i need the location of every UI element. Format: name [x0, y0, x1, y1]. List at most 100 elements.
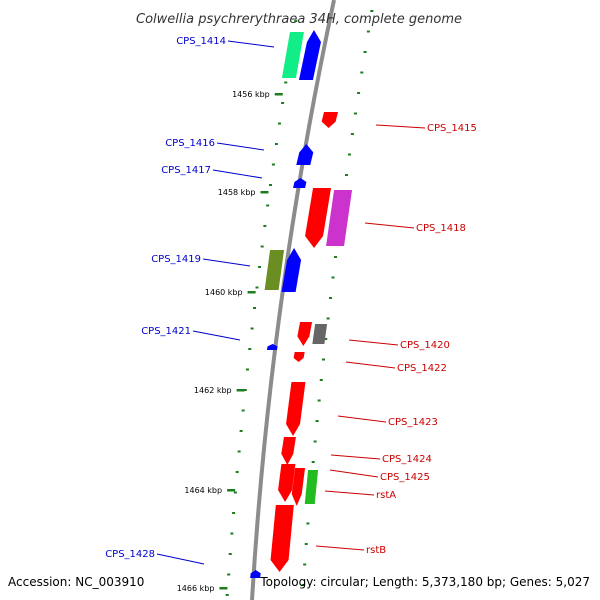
gene-arrow[interactable]: [281, 248, 302, 292]
minor-tick-dot: [228, 553, 232, 555]
gene-label[interactable]: CPS_1421: [141, 326, 191, 337]
minor-tick-dot: [317, 399, 321, 402]
minor-tick-dot: [225, 594, 229, 596]
gene-arrow[interactable]: [321, 112, 339, 128]
gene-feature-block[interactable]: [304, 470, 319, 504]
gene-label[interactable]: CPS_1423: [388, 417, 438, 428]
kbp-tick-mark: [274, 93, 283, 96]
minor-tick-dot: [366, 30, 370, 33]
gene-arrow[interactable]: [293, 178, 307, 188]
gene-leader-line: [375, 124, 426, 129]
gene-arrow[interactable]: [305, 188, 332, 248]
gene-arrow[interactable]: [266, 344, 278, 350]
minor-tick-dot: [311, 461, 315, 463]
gene-arrow[interactable]: [278, 464, 296, 502]
gene-feature-block[interactable]: [326, 190, 353, 246]
gene-leader-line: [216, 142, 265, 151]
gene-arrow[interactable]: [270, 505, 294, 572]
gene-leader-line: [337, 415, 387, 423]
kbp-ticks: 1456 kbp 1458 kbp 1460 kbp 1462 kbp 1464 kbp…: [177, 90, 283, 593]
gene-arrow[interactable]: [286, 382, 306, 436]
gene-label[interactable]: CPS_1424: [382, 454, 432, 465]
kbp-tick-mark: [236, 389, 245, 392]
kbp-tick-label: 1456 kbp: [232, 90, 270, 99]
gene-feature-block[interactable]: [281, 32, 304, 78]
gene-arrow[interactable]: [293, 352, 305, 362]
kbp-tick-label: 1464 kbp: [184, 486, 222, 495]
gene-leader-line: [212, 169, 263, 179]
gene-feature-block[interactable]: [264, 250, 285, 290]
minor-tick-dot: [303, 563, 307, 566]
genome-title: Colwellia psychrerythraea 34H, complete …: [136, 12, 462, 27]
minor-tick-dot: [277, 122, 281, 125]
gene-label[interactable]: CPS_1428: [105, 549, 155, 560]
minor-tick-dot: [326, 317, 330, 320]
minor-tick-dot: [250, 327, 254, 330]
minor-tick-dots: [225, 10, 374, 596]
minor-tick-dot: [321, 358, 325, 361]
minor-tick-dot: [253, 307, 257, 309]
minor-tick-dot: [237, 450, 241, 453]
minor-tick-dot: [230, 532, 234, 535]
kbp-tick-label: 1460 kbp: [205, 288, 243, 297]
minor-tick-dot: [347, 153, 351, 156]
minor-tick-dot: [357, 92, 361, 94]
gene-leader-line: [345, 361, 396, 369]
gene-label[interactable]: CPS_1417: [161, 165, 211, 176]
gene-label[interactable]: rstB: [366, 545, 386, 556]
minor-tick-dot: [353, 112, 357, 115]
minor-tick-dot: [294, 20, 298, 22]
minor-tick-dot: [248, 348, 252, 350]
gene-leader-line: [192, 330, 241, 341]
minor-tick-dot: [239, 430, 243, 432]
gene-arrow[interactable]: [291, 468, 306, 506]
gene-leader-line: [202, 258, 251, 267]
gene-leader-line: [227, 40, 275, 48]
gene-arrow[interactable]: [297, 322, 313, 346]
gene-arrow[interactable]: [298, 30, 321, 80]
minor-tick-dot: [241, 409, 245, 412]
minor-tick-dot: [260, 245, 264, 248]
gene-label[interactable]: CPS_1415: [427, 123, 477, 134]
minor-tick-dot: [263, 225, 267, 227]
kbp-tick-mark: [247, 291, 256, 294]
gene-arrow[interactable]: [296, 144, 314, 165]
kbp-tick-label: 1462 kbp: [194, 386, 232, 395]
topology-text: Topology: circular; Length: 5,373,180 bp…: [259, 575, 590, 589]
gene-leader-line: [330, 454, 381, 460]
gene-label[interactable]: CPS_1420: [400, 340, 450, 351]
minor-tick-dot: [255, 286, 259, 289]
minor-tick-dot: [313, 440, 317, 443]
minor-tick-dot: [235, 471, 239, 473]
gene-label[interactable]: CPS_1422: [397, 363, 447, 374]
gene-feature-block[interactable]: [312, 324, 328, 344]
gene-label[interactable]: CPS_1419: [151, 254, 201, 265]
kbp-tick-label: 1466 kbp: [177, 584, 215, 593]
gene-label[interactable]: rstA: [376, 490, 396, 501]
minor-tick-dot: [245, 368, 249, 371]
gene-label[interactable]: CPS_1418: [416, 223, 466, 234]
minor-tick-dot: [331, 276, 335, 279]
kbp-tick-mark: [260, 191, 269, 194]
minor-tick-dot: [344, 174, 348, 176]
minor-tick-dot: [266, 204, 270, 207]
gene-label[interactable]: CPS_1416: [165, 138, 215, 149]
genome-backbone: [250, 0, 336, 600]
gene-leader-line: [315, 545, 365, 551]
minor-tick-dot: [306, 522, 310, 525]
minor-tick-dot: [329, 297, 333, 299]
gene-label[interactable]: CPS_1414: [176, 36, 226, 47]
gene-label[interactable]: CPS_1425: [380, 472, 430, 483]
minor-tick-dot: [274, 143, 278, 145]
minor-tick-dot: [315, 420, 319, 422]
minor-tick-dot: [370, 10, 374, 12]
accession-text: Accession: NC_003910: [8, 575, 144, 589]
gene-features: [250, 30, 353, 578]
gene-leader-line: [348, 339, 399, 346]
minor-tick-dot: [301, 584, 305, 586]
minor-tick-dot: [334, 256, 338, 258]
gene-arrow[interactable]: [250, 570, 261, 578]
gene-arrow[interactable]: [281, 437, 296, 465]
